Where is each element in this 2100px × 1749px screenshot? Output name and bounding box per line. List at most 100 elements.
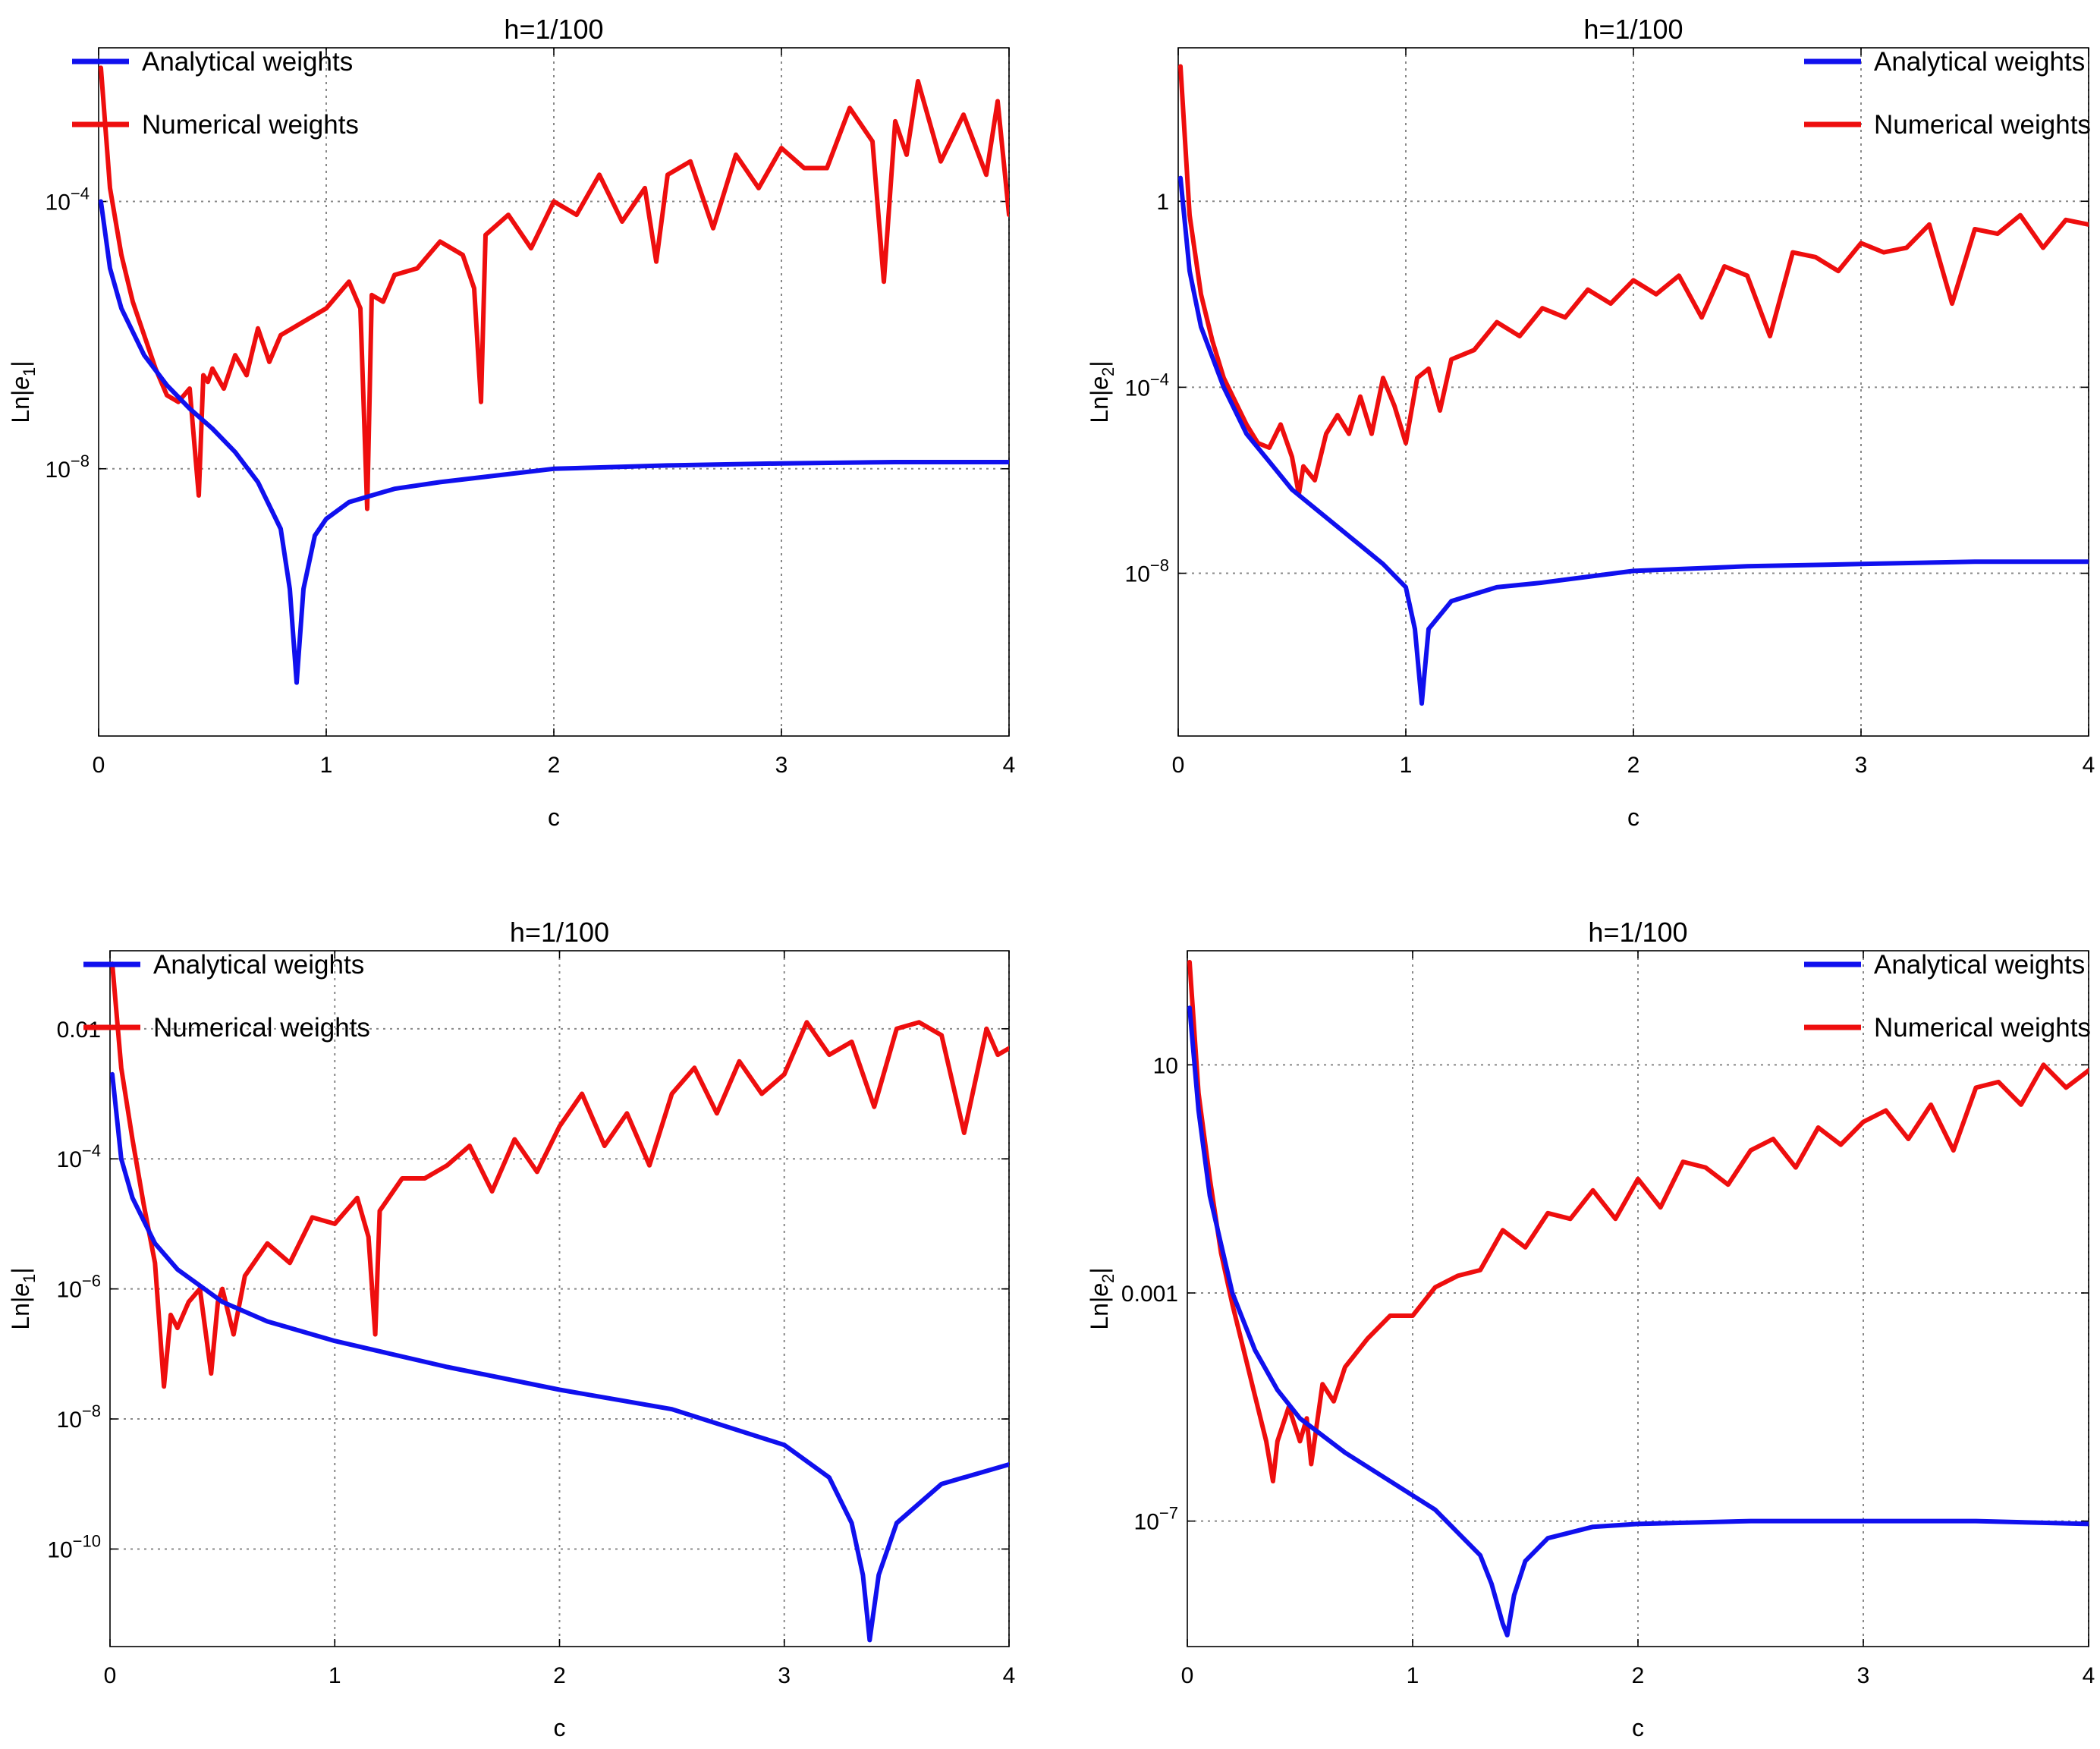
x-axis-label: c bbox=[1632, 1714, 1644, 1741]
y-axis-label-sub: 1 bbox=[20, 367, 39, 376]
legend-label-numerical: Numerical weights bbox=[1874, 110, 2091, 140]
y-axis-label: Ln|e1| bbox=[7, 1267, 39, 1329]
y-tick-mantissa: 10 bbox=[1125, 562, 1150, 587]
y-axis-label-var: e bbox=[1086, 376, 1113, 390]
y-tick-exponent: −4 bbox=[82, 1141, 101, 1160]
series-line-numerical bbox=[1178, 64, 2089, 497]
y-axis-label-sub: 2 bbox=[1099, 367, 1118, 376]
y-axis-label-var: e bbox=[1086, 1283, 1113, 1297]
y-axis-label-sub: 1 bbox=[20, 1274, 39, 1283]
x-tick-label: 1 bbox=[329, 1663, 341, 1688]
y-axis-label-close: | bbox=[7, 360, 34, 366]
x-tick-label: 4 bbox=[2083, 753, 2095, 778]
y-tick-exponent: −10 bbox=[73, 1531, 101, 1550]
y-tick-mantissa: 10 bbox=[47, 1537, 72, 1562]
x-tick-label: 1 bbox=[1407, 1663, 1419, 1688]
x-axis-label: c bbox=[1627, 804, 1639, 831]
legend-label-analytical: Analytical weights bbox=[1874, 47, 2085, 77]
y-tick-label: 10−10 bbox=[47, 1531, 101, 1562]
y-tick-mantissa: 10 bbox=[1134, 1510, 1159, 1535]
y-axis-label: Ln|e2| bbox=[1086, 360, 1118, 423]
y-axis-label-prefix: Ln| bbox=[1086, 1297, 1113, 1330]
series-line-analytical bbox=[99, 199, 1009, 685]
y-axis-label-sub: 2 bbox=[1099, 1274, 1118, 1283]
series-line-analytical bbox=[110, 1071, 1009, 1643]
y-tick-mantissa: 0.001 bbox=[1121, 1282, 1178, 1307]
y-axis-label-var: e bbox=[7, 1283, 34, 1297]
y-tick-label: 10−8 bbox=[46, 451, 90, 483]
y-tick-exponent: −6 bbox=[82, 1272, 101, 1291]
chart-panel-4: 0 1 2 3 4100.00110−7h=1/100cLn|e2|Analytical… bbox=[1086, 917, 2095, 1741]
x-tick-label: 4 bbox=[1003, 1663, 1016, 1688]
legend-label-numerical: Numerical weights bbox=[1874, 1013, 2091, 1043]
y-tick-label: 10 bbox=[1153, 1053, 1178, 1078]
series-line-numerical bbox=[1187, 960, 2089, 1483]
x-tick-label: 1 bbox=[320, 753, 333, 778]
y-tick-mantissa: 10 bbox=[46, 190, 71, 215]
chart-title: h=1/100 bbox=[510, 917, 609, 948]
y-axis-label-close: | bbox=[1086, 360, 1113, 366]
y-tick-mantissa: 10 bbox=[57, 1408, 82, 1433]
chart-title: h=1/100 bbox=[1583, 14, 1683, 45]
x-tick-label: 0 bbox=[1172, 753, 1185, 778]
y-tick-exponent: −8 bbox=[82, 1401, 101, 1420]
y-tick-mantissa: 1 bbox=[1156, 190, 1169, 215]
y-axis-label-prefix: Ln| bbox=[7, 1297, 34, 1330]
legend-label-numerical: Numerical weights bbox=[142, 110, 359, 140]
x-tick-label: 2 bbox=[553, 1663, 566, 1688]
y-tick-exponent: −8 bbox=[1150, 556, 1169, 575]
x-tick-label: 1 bbox=[1400, 753, 1413, 778]
x-tick-label: 0 bbox=[1181, 1663, 1194, 1688]
y-axis-label-prefix: Ln| bbox=[1086, 390, 1113, 423]
x-tick-label: 3 bbox=[1855, 753, 1868, 778]
y-tick-exponent: −4 bbox=[71, 184, 90, 203]
y-tick-label: 10−4 bbox=[46, 184, 90, 215]
y-tick-label: 10−4 bbox=[1125, 370, 1169, 401]
series-line-numerical bbox=[110, 961, 1009, 1389]
y-tick-mantissa: 10 bbox=[57, 1147, 82, 1172]
x-tick-label: 2 bbox=[1627, 753, 1640, 778]
series-line-analytical bbox=[1187, 1005, 2089, 1637]
x-tick-label: 0 bbox=[104, 1663, 117, 1688]
legend-label-analytical: Analytical weights bbox=[1874, 950, 2085, 980]
chart-title: h=1/100 bbox=[504, 14, 603, 45]
y-tick-mantissa: 10 bbox=[1125, 376, 1150, 401]
x-tick-label: 3 bbox=[778, 1663, 791, 1688]
x-tick-label: 3 bbox=[1857, 1663, 1870, 1688]
y-tick-exponent: −8 bbox=[71, 451, 90, 470]
legend-label-numerical: Numerical weights bbox=[153, 1013, 370, 1043]
x-tick-label: 3 bbox=[775, 753, 788, 778]
series-line-analytical bbox=[1178, 175, 2089, 706]
y-tick-label: 10−8 bbox=[57, 1401, 101, 1433]
legend-label-analytical: Analytical weights bbox=[153, 950, 364, 980]
x-axis-label: c bbox=[554, 1714, 566, 1741]
series-line-numerical bbox=[99, 65, 1009, 511]
x-tick-label: 2 bbox=[1632, 1663, 1645, 1688]
y-tick-mantissa: 10 bbox=[1153, 1053, 1178, 1078]
y-tick-label: 10−8 bbox=[1125, 556, 1169, 587]
x-tick-label: 0 bbox=[93, 753, 105, 778]
legend-label-analytical: Analytical weights bbox=[142, 47, 353, 77]
y-axis-label: Ln|e2| bbox=[1086, 1267, 1118, 1329]
y-tick-exponent: −4 bbox=[1150, 370, 1169, 388]
y-tick-label: 0.001 bbox=[1121, 1282, 1178, 1307]
y-tick-mantissa: 10 bbox=[46, 458, 71, 483]
y-axis-label-var: e bbox=[7, 376, 34, 390]
y-axis-label-prefix: Ln| bbox=[7, 390, 34, 423]
x-tick-label: 4 bbox=[2083, 1663, 2095, 1688]
x-axis-label: c bbox=[548, 804, 560, 831]
chart-title: h=1/100 bbox=[1588, 917, 1687, 948]
x-tick-label: 4 bbox=[1003, 753, 1016, 778]
y-tick-exponent: −7 bbox=[1159, 1504, 1178, 1523]
x-tick-label: 2 bbox=[548, 753, 561, 778]
y-tick-label: 1 bbox=[1156, 190, 1169, 215]
y-tick-label: 10−4 bbox=[57, 1141, 101, 1172]
y-axis-label-close: | bbox=[7, 1267, 34, 1273]
y-tick-label: 10−7 bbox=[1134, 1504, 1178, 1535]
y-tick-label: 10−6 bbox=[57, 1272, 101, 1303]
y-tick-mantissa: 10 bbox=[57, 1278, 82, 1303]
